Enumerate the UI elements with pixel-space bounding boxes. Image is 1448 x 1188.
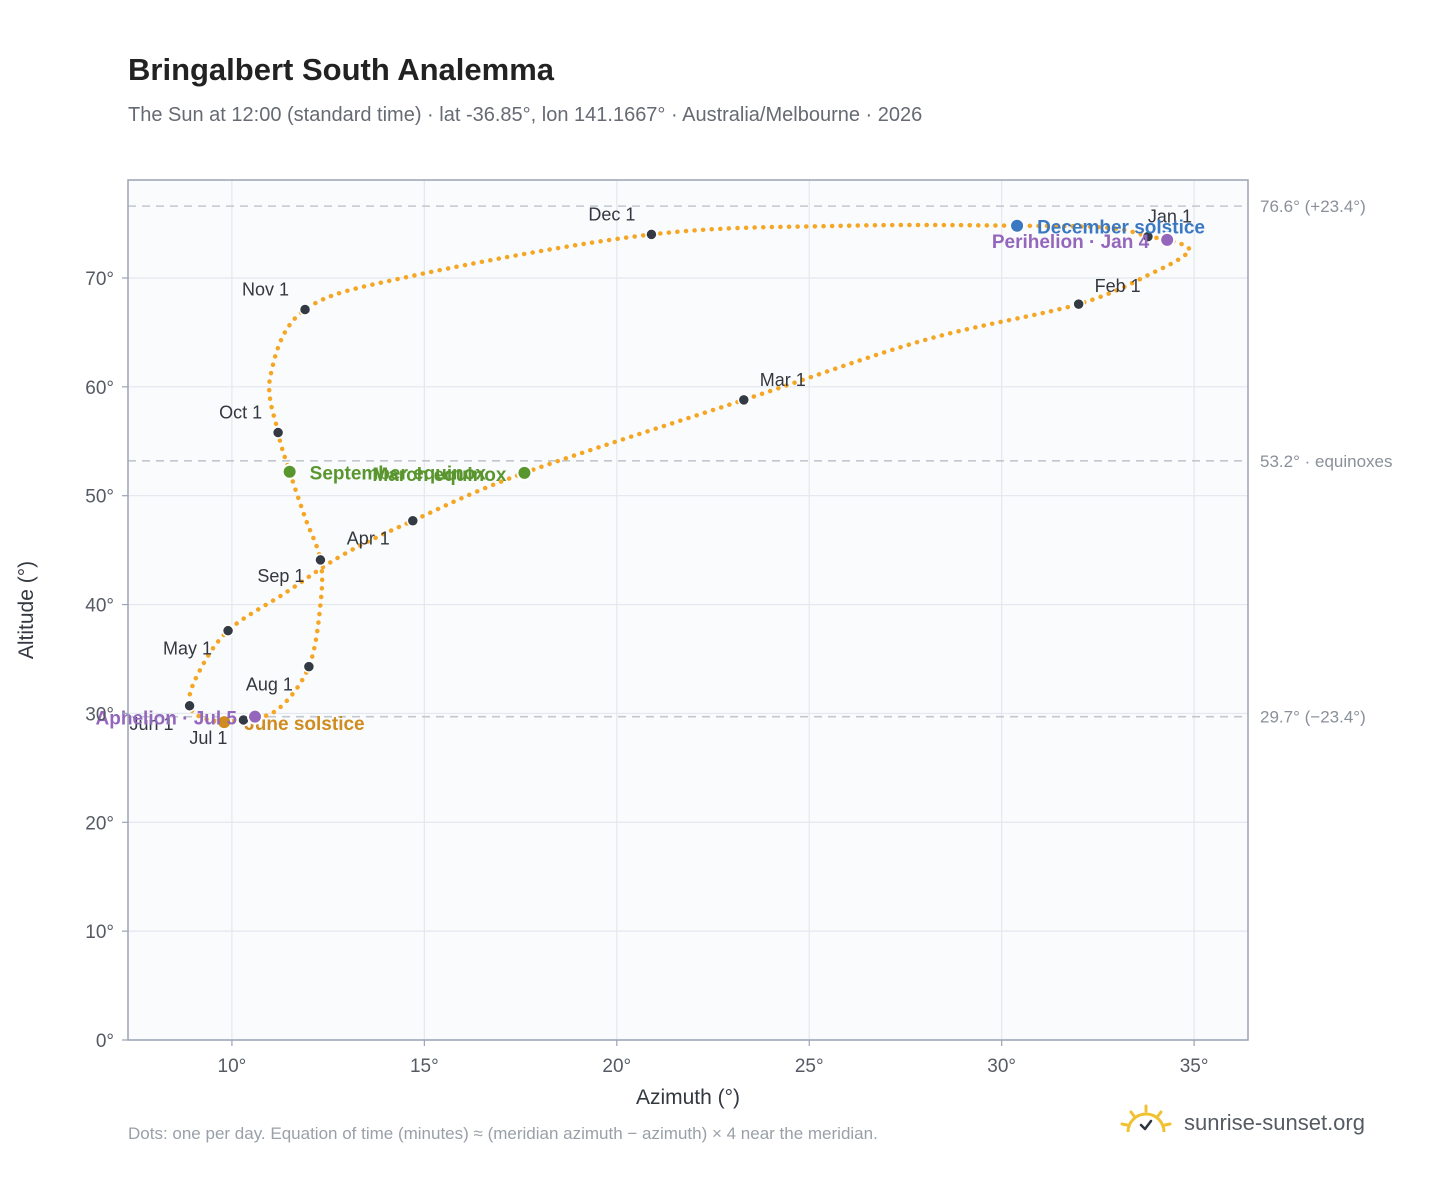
month-marker	[221, 624, 235, 637]
special-point	[216, 714, 233, 731]
x-tick-label: 20°	[602, 1056, 631, 1077]
y-tick-label: 0°	[96, 1031, 114, 1052]
month-marker-label: Dec 1	[588, 204, 635, 224]
x-tick-label: 35°	[1180, 1056, 1209, 1077]
month-marker-label: Nov 1	[242, 280, 289, 300]
month-marker	[302, 660, 316, 673]
month-marker-label: Oct 1	[219, 403, 262, 423]
month-marker-label: Jul 1	[189, 728, 227, 748]
x-tick-label: 25°	[795, 1056, 824, 1077]
special-point-label: September equinox	[310, 464, 487, 485]
month-marker-label: Sep 1	[257, 566, 304, 586]
sun-icon	[1120, 1104, 1172, 1141]
month-marker-label: Aug 1	[246, 675, 293, 695]
x-tick-label: 10°	[218, 1056, 247, 1077]
axes: 10° 15° 20° 25° 30° 35° 0° 10° 20° 30° 40° 50° 60° 70…	[85, 269, 1208, 1077]
y-tick-label: 20°	[85, 813, 114, 834]
plot-area	[128, 180, 1248, 1040]
special-point-label: Perihelion · Jan 4	[992, 232, 1150, 253]
month-marker-label: Apr 1	[347, 529, 390, 549]
y-tick-label: 30°	[85, 704, 114, 725]
month-marker	[183, 699, 196, 713]
month-marker	[645, 228, 658, 241]
x-tick-label: 30°	[987, 1056, 1016, 1077]
special-point-label: March equinox	[372, 465, 507, 486]
special-point	[1159, 231, 1176, 248]
reference-line-label: 53.2° · equinoxes	[1260, 452, 1393, 471]
month-marker	[1072, 297, 1085, 311]
reference-line-label: 76.6° (+23.4°)	[1260, 197, 1366, 216]
x-tick-label: 15°	[410, 1056, 439, 1077]
month-marker-label: May 1	[163, 639, 212, 659]
month-marker	[406, 514, 420, 527]
chart-title: Bringalbert South Analemma	[128, 52, 555, 87]
y-tick-label: 60°	[85, 378, 114, 399]
brand[interactable]: sunrise-sunset.org	[1120, 1104, 1365, 1141]
y-tick-label: 40°	[85, 596, 114, 617]
special-point-label: Aphelion · Jul 5	[96, 709, 238, 730]
month-markers: Jan 1 Feb 1 Mar 1 Apr 1 May 1 Jun 1 Jul 1 Aug 1…	[130, 204, 1192, 748]
special-point-label: June solstice	[244, 714, 364, 735]
special-point	[281, 463, 298, 480]
special-point	[247, 708, 264, 725]
plot-border	[127, 179, 1249, 1041]
brand-name: sunrise-sunset.org	[1184, 1109, 1365, 1135]
y-tick-label: 10°	[85, 922, 114, 943]
chart-subtitle: The Sun at 12:00 (standard time) · lat -…	[128, 104, 923, 126]
special-point	[1009, 217, 1026, 234]
month-marker-label: Jan 1	[1148, 207, 1192, 227]
month-marker-label: Feb 1	[1095, 276, 1141, 296]
reference-line-label: 29.7° (−23.4°)	[1260, 708, 1366, 727]
month-marker-label: Jun 1	[130, 714, 174, 734]
month-marker	[1141, 230, 1155, 243]
special-point	[516, 464, 533, 481]
month-marker-label: Mar 1	[760, 370, 806, 390]
month-marker	[271, 426, 285, 439]
y-axis-label: Altitude (°)	[15, 561, 38, 659]
month-marker	[737, 393, 751, 407]
x-axis-label: Azimuth (°)	[636, 1086, 740, 1109]
y-tick-label: 70°	[85, 269, 114, 290]
month-marker	[314, 553, 327, 567]
footnote: Dots: one per day. Equation of time (min…	[128, 1124, 878, 1143]
reference-lines: 76.6° (+23.4°) 53.2° · equinoxes 29.7° (−2…	[128, 197, 1393, 727]
y-tick-label: 50°	[85, 487, 114, 508]
month-marker	[298, 303, 312, 316]
